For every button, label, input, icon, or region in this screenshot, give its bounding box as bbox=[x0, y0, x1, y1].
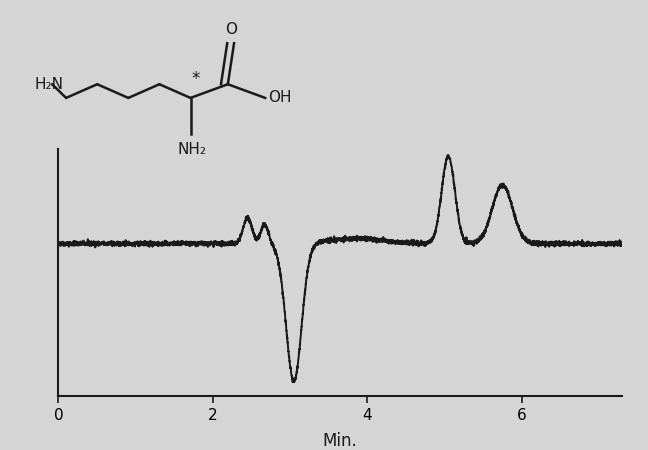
Text: OH: OH bbox=[268, 90, 292, 105]
Text: O: O bbox=[225, 22, 237, 37]
Text: NH₂: NH₂ bbox=[178, 142, 207, 157]
Text: *: * bbox=[192, 70, 200, 88]
X-axis label: Min.: Min. bbox=[323, 432, 358, 450]
Text: H₂N: H₂N bbox=[35, 77, 64, 92]
